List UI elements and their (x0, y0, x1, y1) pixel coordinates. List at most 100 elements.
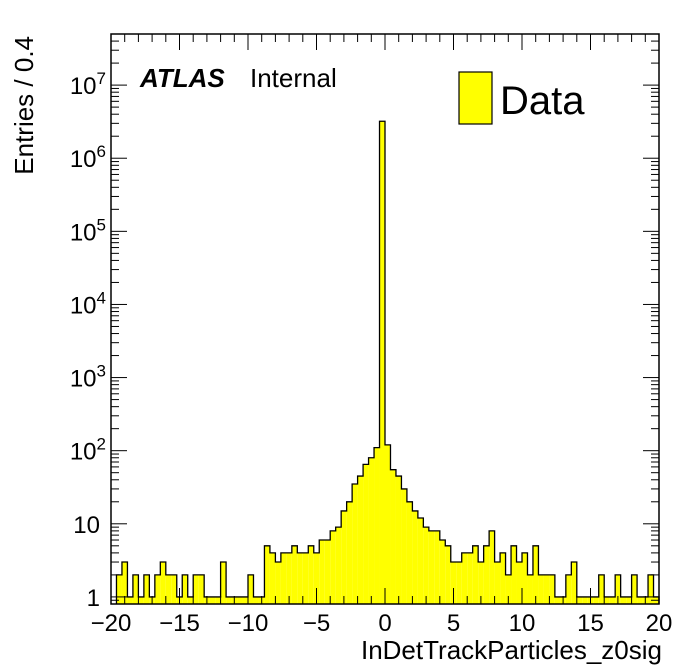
histogram-bar (505, 574, 512, 604)
x-tick-label: 0 (378, 610, 391, 637)
histogram-bar (143, 574, 150, 604)
histogram-bar (538, 574, 544, 604)
histogram-bar (582, 596, 588, 604)
histogram-bar (363, 464, 369, 604)
histogram-bar (494, 562, 501, 604)
histogram-bar (412, 510, 418, 604)
histogram-bar (121, 562, 128, 604)
histogram-bar (450, 562, 457, 604)
histogram-bar (335, 527, 342, 604)
histogram-bar (269, 552, 276, 604)
y-tick-label: 105 (70, 215, 106, 246)
histogram-bar (385, 444, 391, 604)
x-axis-title: InDetTrackParticles_z0sig (361, 635, 662, 665)
histogram-bar (374, 447, 380, 604)
y-tick-label: 10 (73, 512, 100, 539)
histogram-bar (511, 545, 517, 604)
histogram-bar (132, 574, 139, 604)
histogram-bar (352, 484, 358, 604)
y-tick-label: 103 (70, 362, 106, 393)
histogram-bar (434, 530, 440, 604)
internal-label: Internal (250, 63, 337, 93)
y-tick-label: 1 (87, 585, 100, 612)
histogram-bar (428, 530, 435, 604)
histogram-bar (313, 552, 320, 604)
histogram-bar (461, 552, 468, 604)
histogram-bar (138, 596, 144, 604)
y-tick-label: 102 (70, 435, 106, 466)
histogram-bar (297, 552, 303, 604)
legend-label-data: Data (500, 79, 585, 123)
histogram-bar (549, 574, 555, 604)
y-axis-ticks (111, 33, 659, 605)
histogram-bar (291, 545, 298, 604)
histogram-bar (516, 562, 522, 604)
histogram-bar (522, 552, 528, 604)
legend-swatch (458, 71, 493, 125)
x-tick-label: −5 (303, 610, 330, 637)
histogram-bar (576, 596, 583, 604)
histogram-bar (417, 518, 424, 604)
histogram-bar (527, 574, 533, 604)
histogram-bar (571, 562, 577, 604)
histogram-bar (554, 596, 561, 604)
histogram-bar (615, 574, 621, 604)
histogram-bar (264, 545, 270, 604)
histogram-bar (193, 574, 199, 604)
histogram-bar (330, 530, 336, 604)
histogram-bar (220, 562, 227, 604)
histogram-bar (483, 545, 490, 604)
histogram-bar (489, 530, 495, 604)
histogram-bar (226, 596, 232, 604)
histogram-bar (302, 552, 309, 604)
histogram-bar (308, 545, 314, 604)
x-tick-label: −15 (159, 610, 200, 637)
histogram-bar (319, 540, 325, 604)
histogram-bar (286, 552, 292, 604)
histogram-bar (215, 596, 221, 604)
histogram-bar (637, 596, 643, 604)
histogram-outline (115, 120, 660, 604)
histogram-bar (379, 121, 385, 604)
histogram-bar (500, 552, 506, 604)
histogram-bar (532, 545, 539, 604)
histogram-bar (237, 596, 243, 604)
histogram-bar (423, 527, 429, 604)
histogram-bar (439, 540, 446, 604)
histogram-bar (182, 574, 188, 604)
histogram-bar (648, 574, 654, 604)
x-axis-ticks (110, 34, 660, 604)
histogram-bar (604, 596, 610, 604)
histogram-bar (324, 540, 331, 604)
histogram-bar (341, 510, 347, 604)
histogram-bar (242, 596, 248, 604)
histogram-bar (171, 574, 177, 604)
histogram-bar (467, 552, 473, 604)
histogram-bar (346, 501, 353, 604)
histogram-bar (472, 545, 479, 604)
histogram-bar (593, 596, 599, 604)
x-tick-label: −10 (228, 610, 269, 637)
histogram-bar (280, 552, 287, 604)
y-tick-label: 106 (70, 142, 106, 173)
histogram-bar (543, 574, 550, 604)
histogram-bar (165, 574, 172, 604)
histogram-bar (406, 501, 413, 604)
histogram-bar (626, 596, 632, 604)
y-axis-title: Entries / 0.4 (9, 36, 39, 175)
histogram-bar (160, 562, 166, 604)
histogram-bar (598, 574, 605, 604)
histogram-bar (401, 488, 407, 604)
histogram-bar (127, 596, 133, 604)
x-tick-label: 10 (509, 610, 536, 637)
histogram-bar (368, 457, 375, 604)
histogram-bar (253, 596, 259, 604)
histogram-bar (478, 562, 484, 604)
histogram-bar (116, 574, 122, 604)
x-tick-label: 5 (447, 610, 460, 637)
histogram-bar (445, 545, 451, 604)
y-tick-label: 104 (70, 288, 106, 319)
histogram-bar (209, 596, 216, 604)
y-tick-label: 107 (70, 69, 106, 100)
atlas-label: ATLAS (139, 63, 225, 93)
